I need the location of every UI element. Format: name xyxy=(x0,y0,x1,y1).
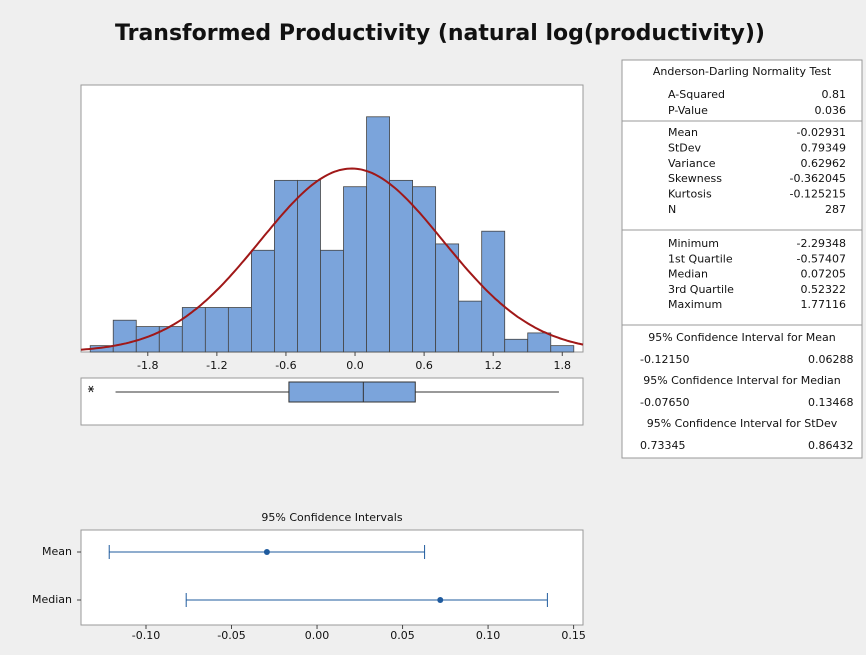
stat-label: 1st Quartile xyxy=(668,252,733,265)
x-tick-label: -1.2 xyxy=(206,359,227,372)
stat-value: 0.036 xyxy=(815,104,847,117)
bar xyxy=(389,179,413,353)
bar xyxy=(112,319,137,353)
stat-label: 3rd Quartile xyxy=(668,283,734,296)
bar xyxy=(366,116,390,353)
interval-low: -0.07650 xyxy=(640,396,689,409)
interval-low: -0.12150 xyxy=(640,353,689,366)
x-tick-label: 0.6 xyxy=(415,359,433,372)
stat-label: Median xyxy=(668,268,708,281)
box xyxy=(288,381,416,403)
bar xyxy=(227,307,252,353)
interval-heading: 95% Confidence Interval for Median xyxy=(643,374,841,387)
x-tick-label: 1.2 xyxy=(484,359,502,372)
interval-title: 95% Confidence Intervals xyxy=(261,511,402,524)
y-tick-label: Mean xyxy=(42,545,72,558)
stat-label: Mean xyxy=(668,126,698,139)
x-tick-label: -1.8 xyxy=(137,359,158,372)
y-tick-label: Median xyxy=(32,593,72,606)
stat-label: Minimum xyxy=(668,237,719,250)
bar xyxy=(527,332,552,353)
x-tick-label: 0.15 xyxy=(561,629,586,642)
stat-label: P-Value xyxy=(668,104,708,117)
stat-value: 1.77116 xyxy=(801,298,847,311)
interval-high: 0.13468 xyxy=(808,396,854,409)
outlier xyxy=(87,385,94,393)
normal-curve xyxy=(80,167,584,351)
stat-label: Kurtosis xyxy=(668,188,712,201)
point xyxy=(437,597,444,603)
stat-value: 0.62962 xyxy=(801,157,847,170)
x-tick-label: 0.0 xyxy=(346,359,364,372)
stat-value: 0.81 xyxy=(822,88,847,101)
bar xyxy=(274,179,298,353)
point xyxy=(263,549,270,555)
x-tick-label: -0.10 xyxy=(132,629,160,642)
bar xyxy=(251,249,275,353)
x-tick-label: 0.10 xyxy=(476,629,501,642)
summary-table xyxy=(621,59,863,459)
stat-value: 287 xyxy=(825,203,846,216)
x-tick-label: -0.6 xyxy=(275,359,296,372)
bar xyxy=(343,186,367,353)
interval-heading: 95% Confidence Interval for Mean xyxy=(648,331,836,344)
interval-high: 0.06288 xyxy=(808,353,854,366)
bar xyxy=(504,338,529,353)
table-heading: Anderson-Darling Normality Test xyxy=(653,65,832,78)
x-tick-label: -0.05 xyxy=(217,629,245,642)
stat-label: A-Squared xyxy=(668,88,725,101)
bar xyxy=(297,179,321,353)
stat-value: -0.125215 xyxy=(790,188,846,201)
stat-label: N xyxy=(668,203,676,216)
stat-value: -0.362045 xyxy=(790,172,846,185)
stat-value: -0.02931 xyxy=(797,126,846,139)
stat-value: -0.57407 xyxy=(797,252,846,265)
bar xyxy=(204,307,229,353)
interval-panel xyxy=(80,529,584,626)
bar xyxy=(481,230,506,353)
x-tick-label: 1.8 xyxy=(554,359,572,372)
bar xyxy=(435,243,460,353)
stat-value: 0.52322 xyxy=(801,283,847,296)
bar xyxy=(320,249,344,353)
x-tick-label: 0.00 xyxy=(305,629,330,642)
interval-high: 0.86432 xyxy=(808,439,854,452)
bar xyxy=(412,186,437,353)
stat-label: StDev xyxy=(668,141,702,154)
x-tick-label: 0.05 xyxy=(390,629,415,642)
interval-heading: 95% Confidence Interval for StDev xyxy=(647,417,838,430)
bar xyxy=(181,307,206,353)
bar xyxy=(458,300,483,353)
stat-label: Maximum xyxy=(668,298,722,311)
bar xyxy=(550,345,575,353)
stat-value: 0.79349 xyxy=(801,141,847,154)
interval-low: 0.73345 xyxy=(640,439,686,452)
stat-label: Skewness xyxy=(668,172,722,185)
chart-title: Transformed Productivity (natural log(pr… xyxy=(115,21,765,46)
stat-value: -2.29348 xyxy=(797,237,846,250)
stat-label: Variance xyxy=(668,157,716,170)
stat-value: 0.07205 xyxy=(801,268,847,281)
